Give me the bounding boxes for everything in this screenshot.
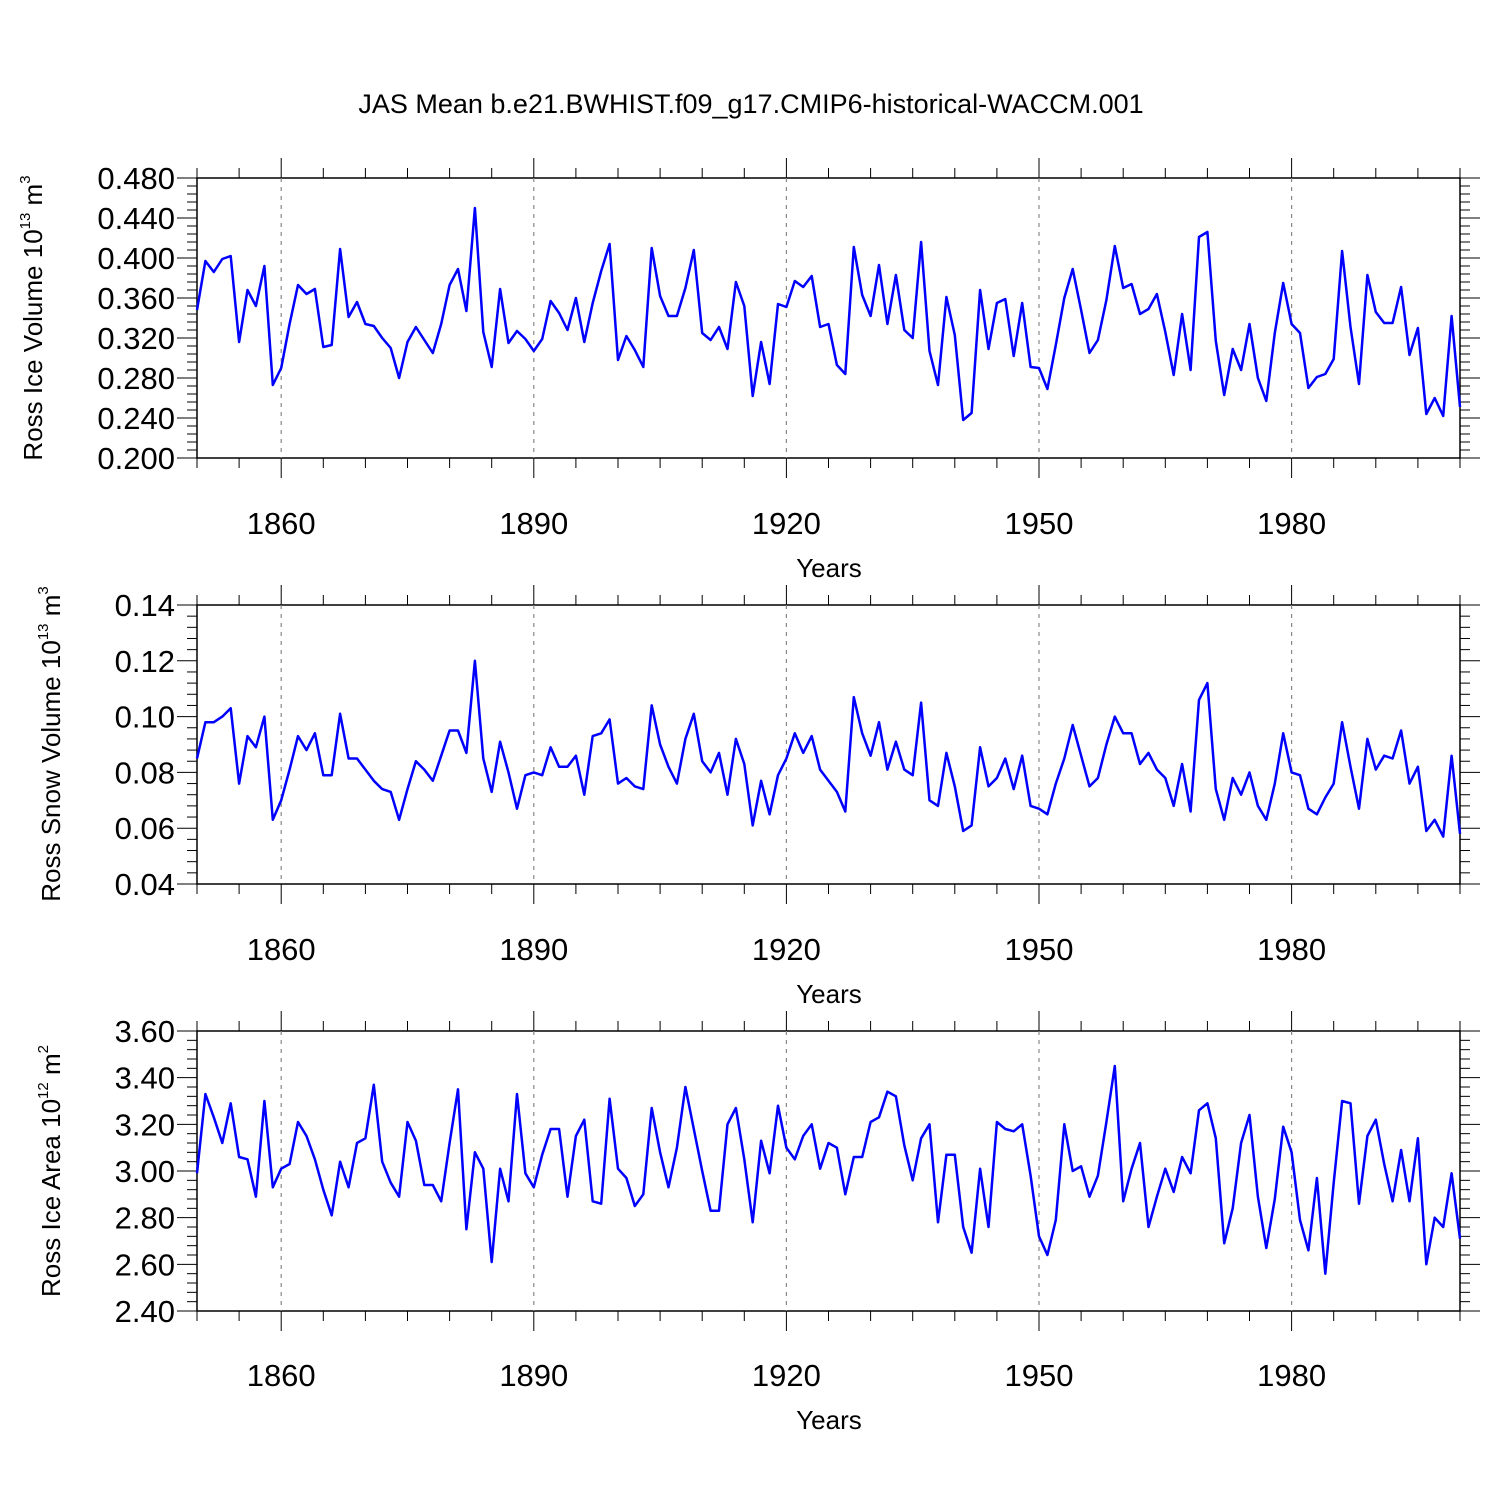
chart-title: JAS Mean b.e21.BWHIST.f09_g17.CMIP6-hist…	[358, 89, 1143, 119]
x-axis-label: Years	[796, 553, 862, 583]
x-tick-label: 1920	[752, 932, 821, 967]
x-axis-label: Years	[796, 979, 862, 1009]
x-tick-label: 1860	[247, 506, 316, 541]
x-tick-label: 1890	[499, 932, 568, 967]
x-tick-label: 1950	[1005, 1358, 1074, 1393]
x-tick-label: 1860	[247, 1358, 316, 1393]
y-tick-label: 0.360	[97, 281, 175, 316]
y-tick-label: 0.400	[97, 241, 175, 276]
y-tick-label: 3.40	[115, 1061, 175, 1096]
y-tick-label: 0.04	[115, 867, 175, 902]
x-tick-label: 1920	[752, 1358, 821, 1393]
x-tick-label: 1890	[499, 506, 568, 541]
y-tick-label: 0.320	[97, 321, 175, 356]
y-tick-label: 0.10	[115, 700, 175, 735]
y-tick-label: 0.08	[115, 755, 175, 790]
x-tick-label: 1860	[247, 932, 316, 967]
x-tick-label: 1890	[499, 1358, 568, 1393]
x-tick-label: 1980	[1257, 506, 1326, 541]
figure: JAS Mean b.e21.BWHIST.f09_g17.CMIP6-hist…	[0, 0, 1500, 1500]
y-tick-label: 3.60	[115, 1014, 175, 1049]
x-tick-label: 1980	[1257, 1358, 1326, 1393]
y-axis-label: Ross Ice Area 1012 m2	[35, 1045, 66, 1297]
x-tick-label: 1920	[752, 506, 821, 541]
x-axis-label: Years	[796, 1405, 862, 1435]
y-tick-label: 2.40	[115, 1294, 175, 1329]
x-tick-label: 1950	[1005, 506, 1074, 541]
y-tick-label: 2.60	[115, 1247, 175, 1282]
y-tick-label: 0.200	[97, 441, 175, 476]
y-tick-label: 2.80	[115, 1201, 175, 1236]
y-tick-label: 0.240	[97, 401, 175, 436]
y-tick-label: 0.06	[115, 811, 175, 846]
x-tick-label: 1950	[1005, 932, 1074, 967]
y-tick-label: 3.20	[115, 1107, 175, 1142]
y-tick-label: 3.00	[115, 1154, 175, 1189]
y-tick-label: 0.480	[97, 161, 175, 196]
y-tick-label: 0.12	[115, 644, 175, 679]
y-tick-label: 0.14	[115, 588, 175, 623]
y-tick-label: 0.280	[97, 361, 175, 396]
x-tick-label: 1980	[1257, 932, 1326, 967]
y-tick-label: 0.440	[97, 201, 175, 236]
